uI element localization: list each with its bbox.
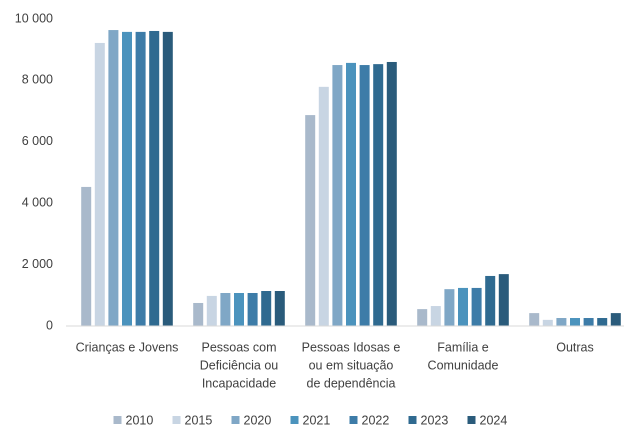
legend-label: 2022 (362, 413, 390, 427)
x-tick-label: Pessoas com (201, 340, 276, 354)
bar (220, 292, 231, 326)
y-tick-label: 0 (46, 318, 53, 332)
bar (81, 186, 92, 326)
bar (261, 291, 272, 326)
x-tick-label: Pessoas Idosas e (302, 340, 401, 354)
bar (162, 31, 173, 326)
bar (570, 318, 580, 326)
x-tick-label: Comunidade (428, 358, 499, 372)
y-tick-label: 2 000 (22, 257, 53, 271)
bar (556, 318, 567, 326)
bar (149, 30, 160, 327)
bar (247, 292, 258, 326)
bar (430, 306, 441, 326)
x-tick-label: Outras (556, 340, 594, 354)
bar (597, 318, 608, 326)
legend-swatch (349, 416, 358, 424)
x-tick-label: Deficiência ou (200, 358, 279, 372)
bar (108, 30, 119, 326)
bar (529, 313, 540, 326)
x-tick-label: Incapacidade (202, 376, 276, 390)
bar (206, 295, 217, 326)
bar (610, 313, 621, 326)
legend-label: 2010 (126, 413, 154, 427)
bar (122, 31, 132, 326)
legend-swatch (290, 416, 299, 424)
bar (193, 302, 204, 326)
bar (417, 309, 428, 326)
bar (542, 319, 553, 326)
legend-label: 2024 (480, 413, 508, 427)
bar (498, 274, 509, 326)
bar (373, 64, 384, 326)
x-tick-label: Família e (437, 340, 488, 354)
bar (135, 31, 146, 326)
legend-label: 2023 (421, 413, 449, 427)
bar (274, 291, 285, 326)
legend-label: 2020 (244, 413, 272, 427)
bar (332, 65, 343, 327)
bar (94, 42, 105, 327)
bar (485, 275, 496, 326)
legend-swatch (172, 416, 181, 424)
y-tick-label: 8 000 (22, 73, 53, 87)
bar (386, 61, 397, 326)
bar (471, 287, 482, 326)
legend-swatch (467, 416, 476, 424)
x-tick-label: de dependência (307, 376, 396, 390)
bar (318, 86, 329, 326)
legend-swatch (231, 416, 240, 424)
bar (458, 287, 468, 326)
bar (583, 318, 594, 326)
bar (359, 65, 370, 327)
y-tick-label: 4 000 (22, 195, 53, 209)
legend-label: 2015 (185, 413, 213, 427)
bar (444, 289, 455, 326)
bar (234, 292, 244, 326)
legend-swatch (408, 416, 417, 424)
bar (305, 115, 316, 326)
y-tick-label: 10 000 (15, 11, 53, 25)
bar (346, 62, 356, 326)
y-tick-label: 6 000 (22, 134, 53, 148)
legend-swatch (113, 416, 122, 424)
legend-label: 2021 (303, 413, 331, 427)
x-tick-label: ou em situação (309, 358, 394, 372)
x-tick-label: Crianças e Jovens (76, 340, 179, 354)
